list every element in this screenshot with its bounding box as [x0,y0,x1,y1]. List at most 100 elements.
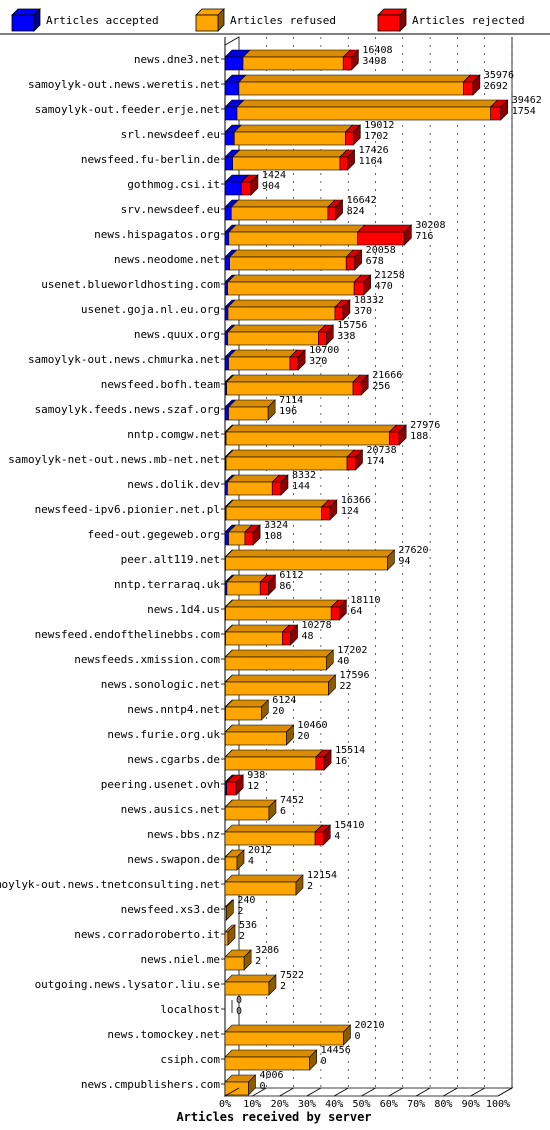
bar-segment-top [226,474,280,483]
bar-segment-top [238,74,472,83]
bar-side [268,974,277,996]
category-label: news.1d4.us [147,603,220,616]
bar-segment [224,331,229,346]
bar-segment [228,231,358,246]
bar-segment [232,156,341,171]
bar-segment [334,306,344,321]
x-tick-label: 90% [462,1099,480,1110]
category-label: news.bbs.nz [147,828,220,841]
value-label-top: 39462 [512,95,542,106]
bar-side [325,324,334,346]
value-label-top: 16408 [362,45,392,56]
value-label-top: 536 [239,920,257,931]
bar-side [290,624,298,646]
bar-side [267,399,276,421]
bar-segment [353,281,364,296]
category-label: newsfeeds.xmission.com [74,653,220,666]
bar-segment [282,631,291,646]
legend-label: Articles refused [230,14,336,27]
value-label-top: 20210 [354,1020,384,1031]
value-label-top: 6112 [279,570,303,581]
bar-side [295,874,304,896]
bar-side [235,774,244,796]
value-label-top: 12154 [307,870,337,881]
bar-side [236,849,245,871]
bar-segment [327,206,336,221]
bar-side [280,474,289,496]
value-label-top: 14456 [321,1045,351,1056]
value-label-top: 15410 [334,820,364,831]
bar-segment [229,256,347,271]
x-axis-title: Articles received by server [176,1110,371,1124]
bar-segment [259,581,269,596]
x-tick [388,1087,403,1097]
value-label-bottom: 904 [262,181,280,192]
category-label: news.sonologic.net [101,678,220,691]
bar-segment [227,281,355,296]
value-label-bottom: 40 [337,656,349,667]
bar-segment-top [224,699,270,708]
bar-side [387,549,395,571]
bar-segment [289,356,299,371]
x-tick [415,1087,431,1097]
value-label-bottom: 86 [279,581,291,592]
x-tick-label: 30% [298,1099,316,1110]
value-label-bottom: 0 [354,1031,360,1042]
bar-side [250,174,259,196]
value-label-top: 17202 [337,645,367,656]
bar-segment-top [227,274,362,283]
bar-segment [224,231,230,246]
bar-segment [224,831,316,846]
value-label-bottom: 64 [350,606,362,617]
x-tick-label: 80% [434,1099,452,1110]
value-label-bottom: 12 [247,781,259,792]
category-label: news.niel.me [141,953,220,966]
value-label-top: 27976 [410,420,440,431]
value-label-bottom: 4 [334,831,340,842]
x-tick [497,1087,513,1097]
value-label-top: 3324 [264,520,288,531]
bar-segment [224,1081,249,1096]
bar-segment [226,781,237,796]
bar-segment [224,206,232,221]
value-label-bottom: 20 [297,731,309,742]
bar-side [227,924,236,946]
bar-segment [224,1056,310,1071]
bar-segment [225,456,348,471]
bar-segment-top [228,249,354,258]
bar-segment [226,381,354,396]
value-label-bottom: 320 [309,356,327,367]
category-label: usenet.blueworldhosting.com [41,278,220,291]
value-label-top: 17596 [339,670,369,681]
legend: Articles accepted Articles refused Article… [0,8,550,35]
value-label-top: 2012 [248,845,272,856]
bar-side [342,299,351,321]
category-label: newsfeed.bofh.team [101,378,221,391]
bar-side [323,749,332,771]
bar-side [328,674,336,696]
bar-segment-top [225,374,361,383]
x-tick-label: 20% [271,1099,289,1110]
bar-segment [225,706,262,721]
bar-segment [224,881,297,896]
value-label-top: 7522 [280,970,304,981]
bar-segment-top [227,299,343,308]
category-label: srv.newsdeef.eu [121,203,220,216]
value-label-bottom: 3498 [362,56,386,67]
bar-segment [314,831,324,846]
bar-segment [339,156,348,171]
bar-segment [224,281,229,296]
bar-side [297,349,306,371]
bar-side [329,499,338,521]
value-label-bottom: 2 [237,906,243,917]
bar-segment [225,431,390,446]
x-tick-label: 10% [243,1099,261,1110]
value-label-bottom: 678 [366,256,384,267]
bars [224,49,509,1096]
x-tick-label: 70% [407,1099,425,1110]
bar-segment [228,531,246,546]
bar-segment-top [228,224,366,233]
value-label-top: 0 [236,995,242,1006]
legend-swatch [11,14,35,32]
category-label: feed-out.gegeweb.org [88,528,220,541]
